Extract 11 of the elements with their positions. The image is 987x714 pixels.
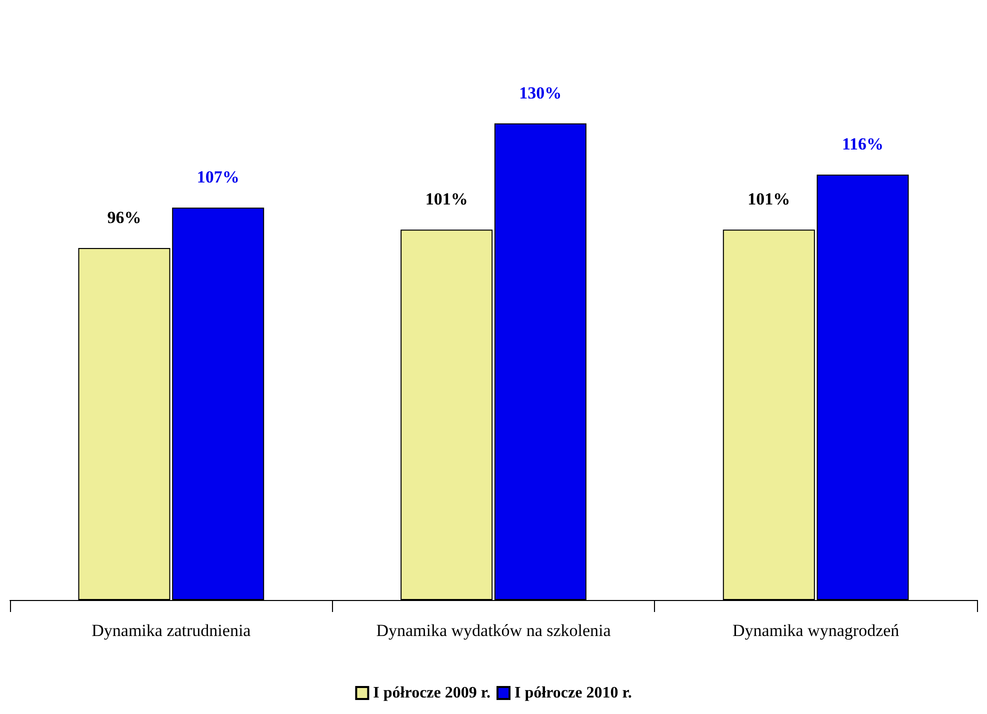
data-label: 101%	[425, 190, 468, 209]
data-label: 101%	[748, 190, 790, 209]
legend-label: I półrocze 2010 r.	[514, 684, 632, 702]
x-tick-label: Dynamika zatrudnienia	[92, 621, 252, 640]
data-label: 107%	[196, 168, 240, 187]
data-label: 116%	[842, 134, 884, 154]
x-tick-label: Dynamika wydatków na szkolenia	[376, 621, 612, 640]
legend-label: I półrocze 2009 r.	[373, 684, 491, 702]
x-tick-label: Dynamika wynagrodzeń	[732, 621, 900, 640]
data-label: 96%	[107, 208, 142, 227]
data-label: 130%	[519, 83, 562, 102]
